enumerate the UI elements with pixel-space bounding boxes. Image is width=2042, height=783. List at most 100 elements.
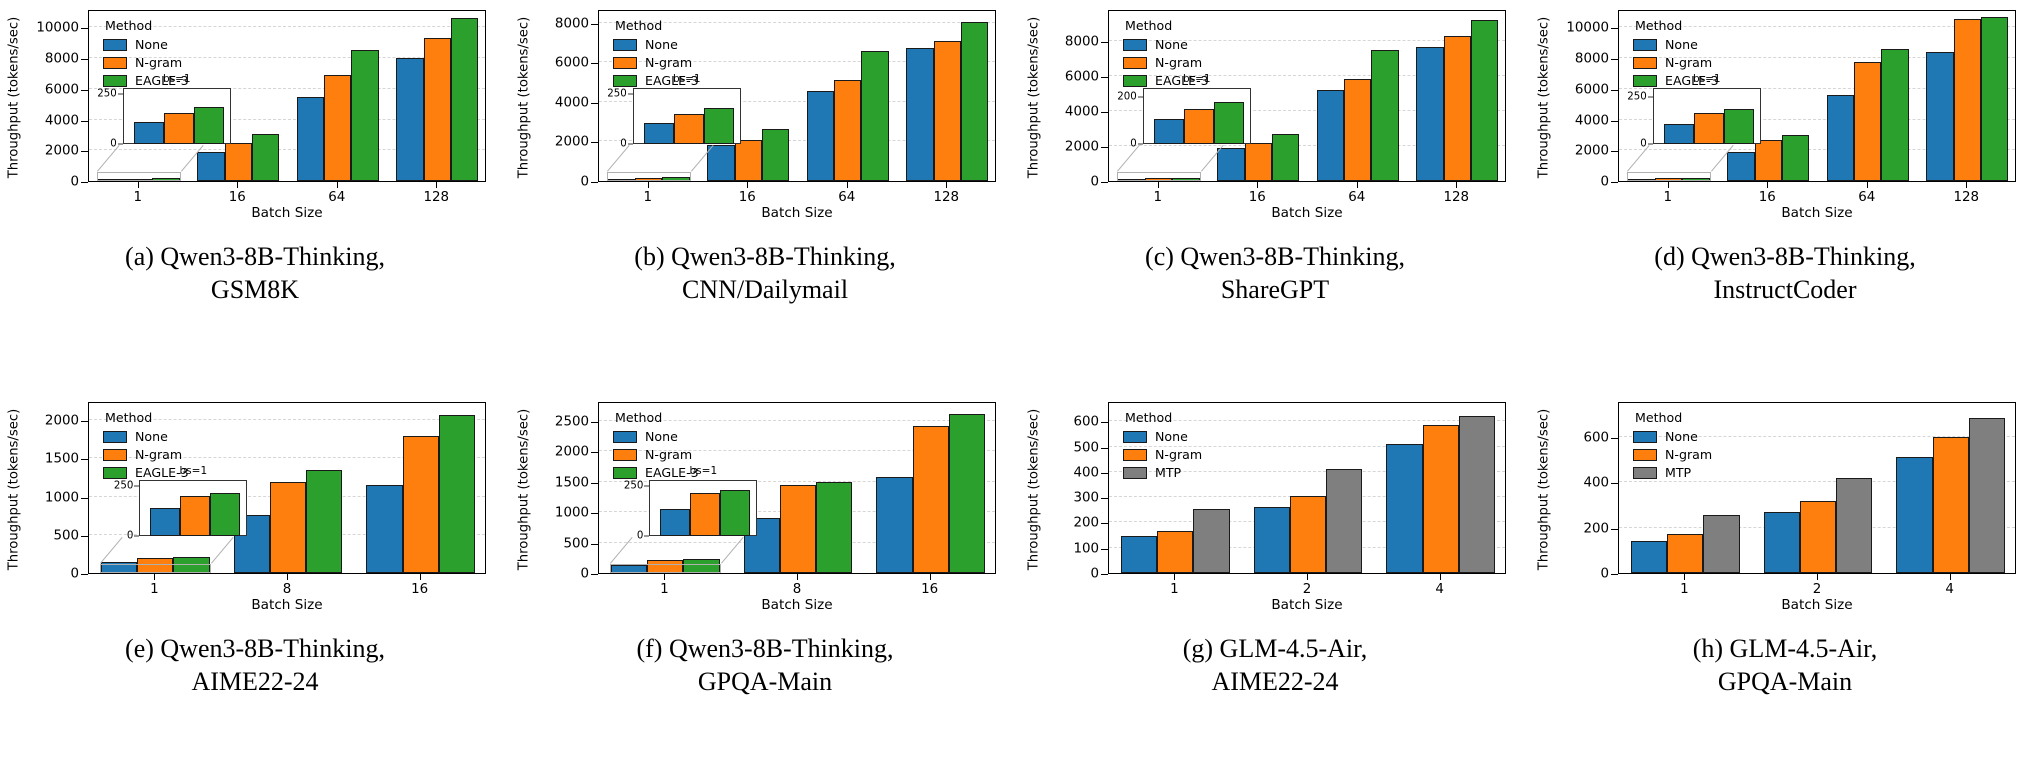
inset-ytickmark-f-250 (644, 485, 650, 487)
inset-ytick-e-250: 250 (113, 480, 134, 492)
legend-item-c-ngram[interactable]: N-gram (1123, 54, 1209, 71)
legend-item-e-ngram[interactable]: N-gram (103, 446, 189, 463)
gridline-a-8000 (89, 57, 485, 59)
gridline-c-4000 (1109, 109, 1505, 111)
legend-item-h-none[interactable]: None (1633, 428, 1712, 445)
panel-e: Throughput (tokens/sec) Method None N-gram E… (0, 392, 510, 783)
bar-c-64-eagle3 (1371, 50, 1399, 181)
x-tick-label-b-16: 16 (738, 190, 756, 205)
y-tick-mark-c-4000 (1101, 111, 1108, 113)
panel-caption-line1-g: (g) GLM-4.5-Air, (1182, 634, 1368, 663)
legend-label-none: None (645, 429, 678, 444)
legend-item-e-eagle3[interactable]: EAGLE-3 (103, 464, 189, 481)
legend-title-e: Method (105, 410, 153, 425)
legend-item-g-none[interactable]: None (1123, 428, 1202, 445)
inset-source-box-a (96, 172, 181, 181)
legend-swatch-ngram (1633, 56, 1657, 69)
y-tick-mark-a-8000 (81, 59, 88, 61)
y-tick-label-a-8000: 8000 (44, 51, 79, 67)
legend-item-a-eagle3[interactable]: EAGLE-3 (103, 72, 189, 89)
legend-item-b-ngram[interactable]: N-gram (613, 54, 699, 71)
y-tick-mark-h-200 (1611, 528, 1618, 530)
legend-item-c-eagle3[interactable]: EAGLE-3 (1123, 72, 1209, 89)
y-tick-label-a-0: 0 (70, 174, 79, 190)
legend-item-f-none[interactable]: None (613, 428, 699, 445)
inset-bar-a-none (133, 122, 164, 145)
y-tick-mark-g-100 (1101, 548, 1108, 550)
inset-title-e: bs=1 (179, 465, 208, 478)
legend-item-c-none[interactable]: None (1123, 36, 1209, 53)
panel-c: Throughput (tokens/sec) Method None N-gram E… (1020, 0, 1530, 391)
panel-b: Throughput (tokens/sec) Method None N-gram E… (510, 0, 1020, 391)
gridline-c-8000 (1109, 39, 1505, 41)
x-tick-mark-d-128 (1966, 182, 1968, 188)
bar-b-128-eagle3 (960, 21, 989, 181)
x-axis-label-a: Batch Size (251, 205, 323, 221)
gridline-b-4000 (599, 100, 995, 102)
legend-item-f-ngram[interactable]: N-gram (613, 446, 699, 463)
legend-title-a: Method (105, 18, 153, 33)
legend-item-b-eagle3[interactable]: EAGLE-3 (613, 72, 699, 89)
legend-title-d: Method (1635, 18, 1683, 33)
legend-item-e-none[interactable]: None (103, 428, 189, 445)
x-axis-label-b: Batch Size (761, 205, 833, 221)
gridline-b-2000 (599, 140, 995, 142)
legend-item-d-eagle3[interactable]: EAGLE-3 (1633, 72, 1719, 89)
legend-swatch-eagle3 (103, 466, 127, 479)
legend-item-f-eagle3[interactable]: EAGLE-3 (613, 464, 699, 481)
legend-swatch-none (103, 38, 127, 51)
legend-item-a-none[interactable]: None (103, 36, 189, 53)
legend-item-b-none[interactable]: None (613, 36, 699, 53)
bar-b-16-none (707, 145, 735, 181)
inset-connector-c-left (1116, 144, 1140, 172)
y-tick-label-e-0: 0 (70, 566, 79, 582)
inset-source-box-e (99, 564, 212, 573)
panel-caption-line2-h: GPQA-Main (1717, 667, 1853, 697)
panel-caption-line1-a: (a) Qwen3-8B-Thinking, (125, 242, 385, 271)
y-tick-mark-d-8000 (1611, 59, 1618, 61)
x-tick-mark-c-1 (1157, 182, 1159, 188)
inset-bar-a-eagle3 (193, 106, 224, 145)
legend-g: Method None N-gram MTP (1123, 410, 1202, 482)
legend-title-g: Method (1125, 410, 1173, 425)
x-tick-mark-f-1 (664, 574, 666, 580)
x-tick-mark-b-64 (846, 182, 848, 188)
legend-item-h-ngram[interactable]: N-gram (1633, 446, 1712, 463)
inset-bar-c-ngram (1183, 108, 1214, 145)
legend-title-b: Method (615, 18, 663, 33)
y-tick-label-a-2000: 2000 (44, 143, 79, 159)
legend-label-none: None (1155, 429, 1188, 444)
gridline-h-400 (1619, 481, 2015, 483)
legend-item-h-mtp[interactable]: MTP (1633, 464, 1712, 481)
x-tick-label-a-64: 64 (328, 190, 346, 205)
inset-source-box-d (1626, 172, 1711, 181)
legend-item-d-none[interactable]: None (1633, 36, 1719, 53)
inset-title-c: bs=1 (1182, 73, 1211, 86)
bar-g-4-ngram (1422, 425, 1459, 573)
panel-caption-line2-c: ShareGPT (1220, 275, 1330, 305)
inset-ytick-c-0: 0 (1130, 138, 1137, 150)
y-tick-mark-e-2000 (81, 421, 88, 423)
x-tick-mark-b-1 (647, 182, 649, 188)
legend-label-none: None (1155, 37, 1188, 52)
panel-a: Throughput (tokens/sec) Method None N-gram E… (0, 0, 510, 391)
x-tick-mark-a-16 (237, 182, 239, 188)
y-tick-mark-h-0 (1611, 574, 1618, 575)
inset-bar-b-ngram (673, 114, 704, 145)
legend-swatch-eagle3 (613, 74, 637, 87)
bar-a-128-eagle3 (450, 17, 479, 181)
inset-f: bs=1 0 250 (624, 465, 758, 542)
plot-area-a: Throughput (tokens/sec) Method None N-gram E… (0, 4, 510, 229)
legend-swatch-none (1123, 430, 1147, 443)
y-tick-label-g-100: 100 (1073, 541, 1099, 557)
legend-item-g-mtp[interactable]: MTP (1123, 464, 1202, 481)
x-tick-label-f-8: 8 (792, 582, 802, 597)
legend-swatch-ngram (1633, 448, 1657, 461)
x-tick-mark-c-64 (1356, 182, 1358, 188)
y-tick-mark-d-0 (1611, 182, 1618, 183)
legend-item-a-ngram[interactable]: N-gram (103, 54, 189, 71)
legend-item-g-ngram[interactable]: N-gram (1123, 446, 1202, 463)
legend-item-d-ngram[interactable]: N-gram (1633, 54, 1719, 71)
panel-caption-d: (d) Qwen3-8B-Thinking, InstructCoder (1530, 240, 2040, 307)
bar-d-16-none (1727, 151, 1755, 181)
